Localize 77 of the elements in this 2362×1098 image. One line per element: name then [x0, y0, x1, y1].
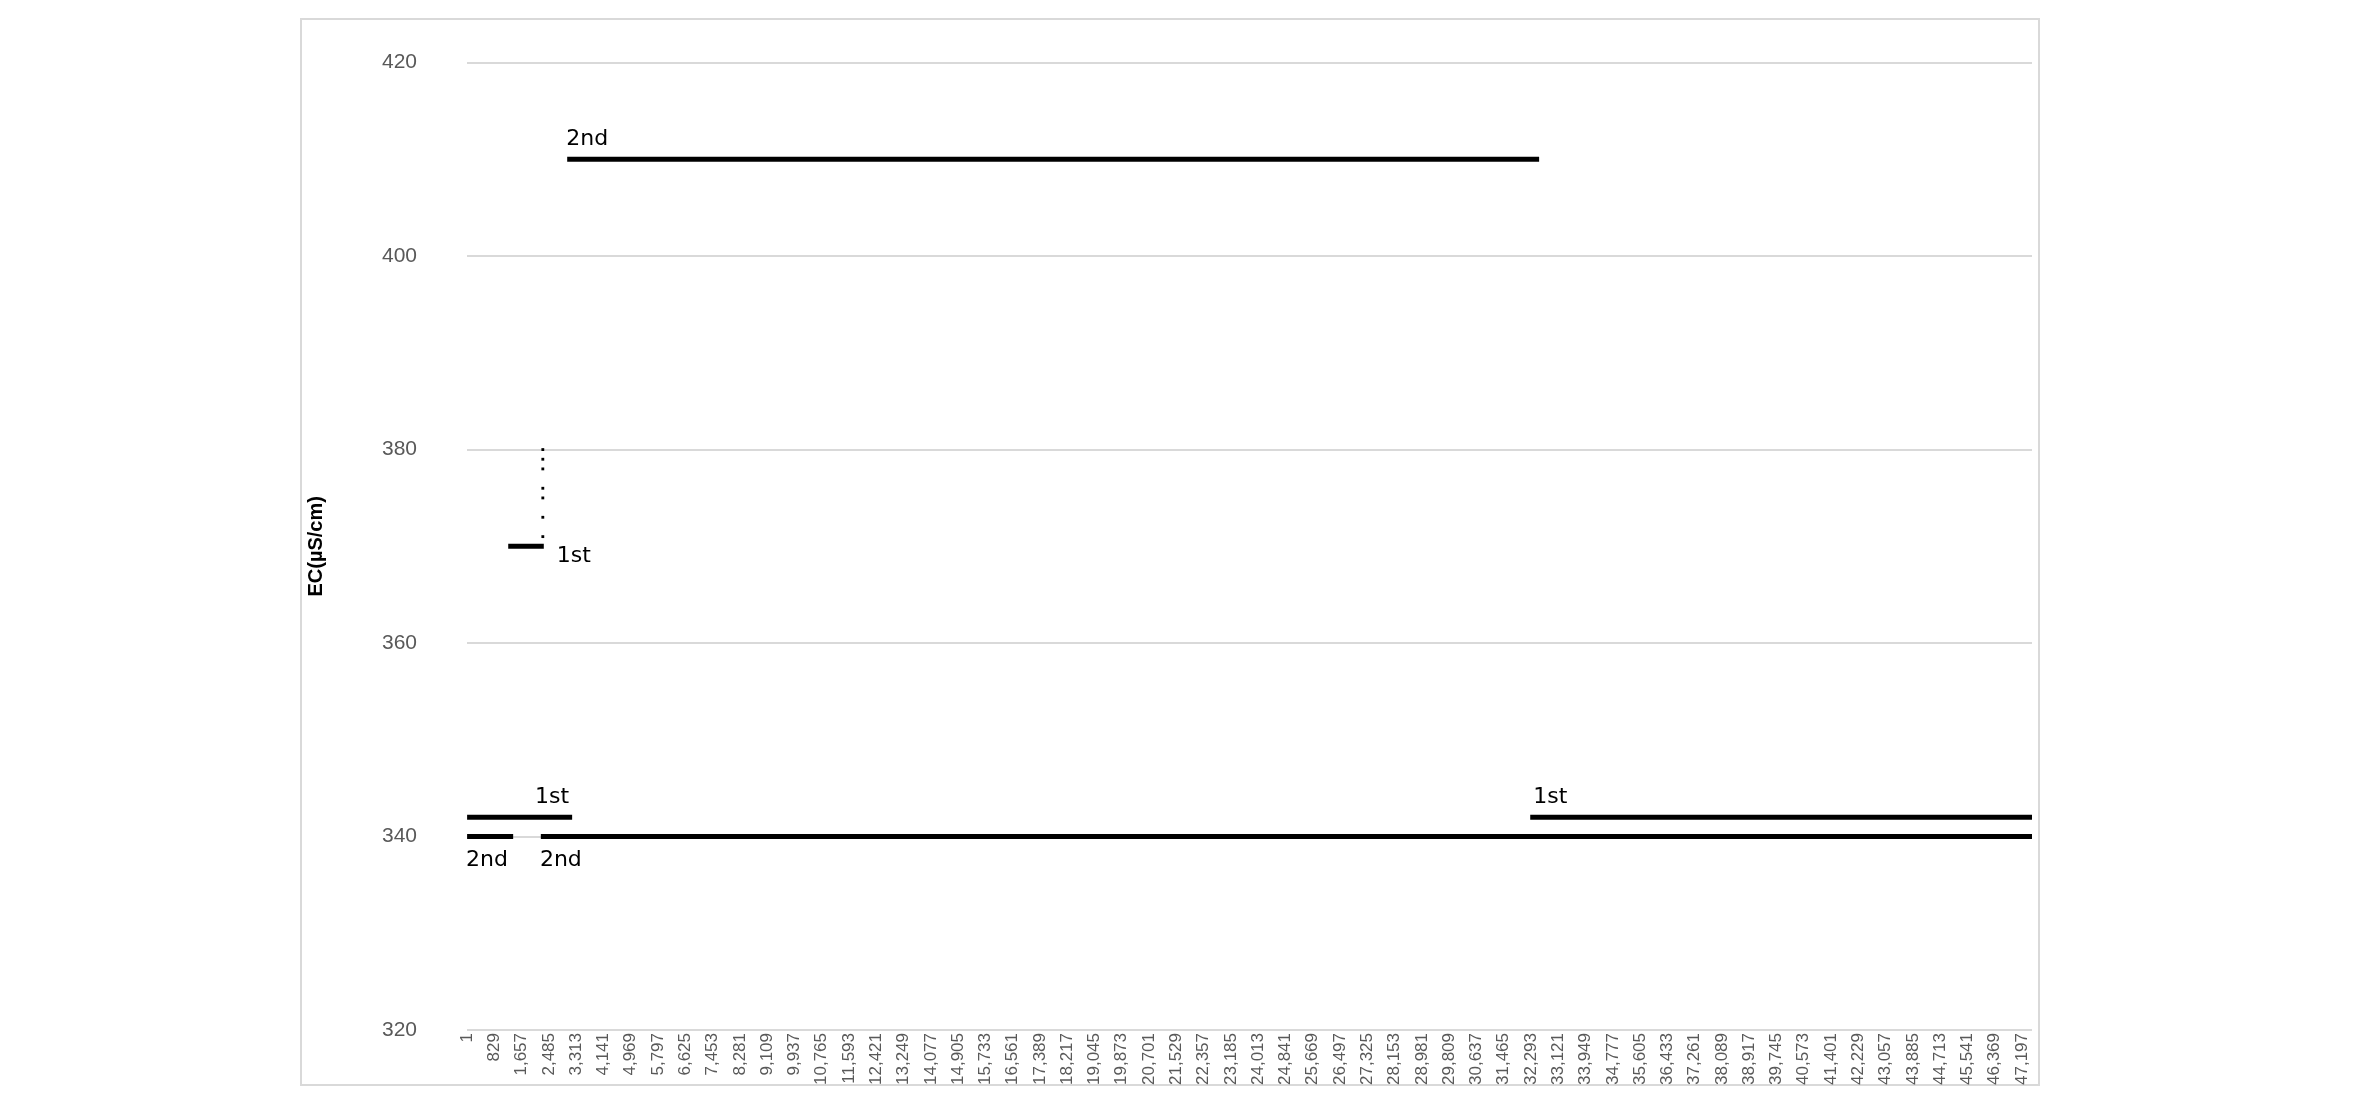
- y-tick-label: 400: [381, 242, 418, 266]
- x-tick-label: 29,809: [1438, 1033, 1458, 1085]
- series-label: 1st: [1533, 782, 1568, 808]
- x-tick-label: 37,261: [1684, 1033, 1704, 1085]
- x-tick-label: 18,217: [1056, 1033, 1076, 1085]
- x-tick-label: 14,077: [920, 1033, 940, 1085]
- x-tick-label: 2,485: [538, 1033, 558, 1076]
- point: [541, 448, 545, 451]
- x-tick-label: 46,369: [1984, 1033, 2004, 1085]
- x-tick-label: 41,401: [1820, 1033, 1840, 1085]
- x-tick-label: 7,453: [702, 1033, 722, 1076]
- x-tick-label: 4,141: [593, 1033, 613, 1076]
- point: [541, 457, 545, 461]
- x-tick-label: 6,625: [675, 1033, 694, 1076]
- x-tick-label: 4,969: [620, 1033, 640, 1076]
- x-tick-label: 44,713: [1929, 1033, 1949, 1085]
- x-tick-label: 35,605: [1629, 1033, 1649, 1085]
- x-tick-label: 24,841: [1275, 1033, 1295, 1085]
- x-tick-label: 9,937: [784, 1033, 804, 1076]
- series-label: 1st: [556, 542, 592, 568]
- x-tick-label: 17,389: [1029, 1033, 1049, 1085]
- x-tick-label: 28,153: [1384, 1033, 1404, 1085]
- x-tick-label: 34,777: [1602, 1033, 1622, 1085]
- x-tick-label: 1: [456, 1033, 476, 1043]
- x-tick-label: 33,121: [1547, 1033, 1567, 1085]
- x-tick-label: 30,637: [1466, 1033, 1486, 1085]
- x-tick-label: 28,981: [1411, 1033, 1431, 1085]
- series-label: 2nd: [466, 846, 509, 872]
- x-tick-label: 25,669: [1302, 1033, 1322, 1085]
- x-tick-label: 27,325: [1356, 1033, 1376, 1085]
- y-tick-label: 320: [381, 1016, 418, 1040]
- x-tick-label: 23,185: [1220, 1033, 1240, 1085]
- x-tick-label: 20,701: [1138, 1033, 1158, 1085]
- x-tick-label: 19,873: [1111, 1033, 1131, 1085]
- x-tick-label: 1,657: [511, 1033, 531, 1076]
- x-tick-label: 14,905: [947, 1033, 967, 1085]
- y-tick-label: 380: [381, 436, 418, 460]
- x-tick-label: 5,797: [647, 1033, 667, 1076]
- x-tick-label: 19,045: [1084, 1033, 1104, 1085]
- x-tick-label: 16,561: [1002, 1033, 1022, 1085]
- x-tick-label: 9,109: [756, 1033, 776, 1076]
- x-tick-label: 8,281: [729, 1033, 749, 1076]
- y-axis-title: EC(µS/cm): [303, 496, 326, 597]
- x-tick-label: 12,421: [865, 1033, 885, 1085]
- x-tick-label: 39,745: [1766, 1033, 1786, 1085]
- x-tick-label: 26,497: [1329, 1033, 1349, 1085]
- x-tick-label: 11,593: [838, 1033, 858, 1084]
- x-tick-label: 45,541: [1957, 1033, 1977, 1085]
- point: [541, 486, 545, 490]
- x-tick-label: 13,249: [893, 1033, 913, 1085]
- x-tick-label: 15,733: [975, 1033, 995, 1085]
- x-tick-label: 10,765: [811, 1033, 831, 1085]
- series-label: 1st: [535, 782, 570, 808]
- x-tick-label: 3,313: [565, 1033, 585, 1076]
- x-tick-label: 43,885: [1902, 1033, 1922, 1085]
- series-label: 2nd: [566, 125, 609, 151]
- point: [541, 535, 545, 539]
- x-tick-label: 36,433: [1657, 1033, 1677, 1085]
- x-tick-label: 32,293: [1520, 1033, 1540, 1085]
- x-tick-label: 22,357: [1193, 1033, 1213, 1085]
- y-tick-label: 360: [381, 629, 418, 653]
- x-tick-label: 24,013: [1247, 1033, 1267, 1085]
- point: [541, 467, 545, 471]
- x-tick-label: 47,197: [2011, 1033, 2031, 1085]
- x-tick-label: 829: [484, 1033, 504, 1062]
- x-tick-label: 42,229: [1848, 1033, 1868, 1085]
- x-tick-label: 31,465: [1493, 1033, 1513, 1085]
- point: [541, 515, 545, 519]
- y-tick-label: 340: [381, 823, 418, 847]
- y-tick-label: 420: [381, 49, 418, 73]
- x-tick-label: 38,917: [1738, 1033, 1758, 1085]
- x-tick-label: 38,089: [1711, 1033, 1731, 1085]
- x-tick-label: 33,949: [1575, 1033, 1595, 1085]
- x-tick-label: 40,573: [1793, 1033, 1813, 1085]
- x-tick-label: 43,057: [1875, 1033, 1895, 1085]
- series-label: 2nd: [539, 846, 582, 872]
- x-tick-label: 21,529: [1166, 1033, 1186, 1085]
